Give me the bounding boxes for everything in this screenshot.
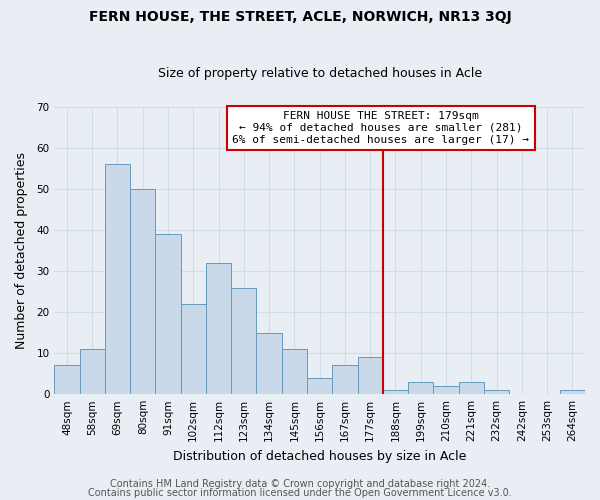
Bar <box>358 358 383 394</box>
X-axis label: Distribution of detached houses by size in Acle: Distribution of detached houses by size … <box>173 450 466 462</box>
Bar <box>307 378 332 394</box>
Bar <box>55 366 80 394</box>
Bar <box>105 164 130 394</box>
Text: Contains HM Land Registry data © Crown copyright and database right 2024.: Contains HM Land Registry data © Crown c… <box>110 479 490 489</box>
Bar <box>484 390 509 394</box>
Text: Contains public sector information licensed under the Open Government Licence v3: Contains public sector information licen… <box>88 488 512 498</box>
Bar <box>458 382 484 394</box>
Y-axis label: Number of detached properties: Number of detached properties <box>15 152 28 349</box>
Bar <box>408 382 433 394</box>
Bar <box>130 189 155 394</box>
Bar <box>181 304 206 394</box>
Bar <box>332 366 358 394</box>
Text: FERN HOUSE, THE STREET, ACLE, NORWICH, NR13 3QJ: FERN HOUSE, THE STREET, ACLE, NORWICH, N… <box>89 10 511 24</box>
Title: Size of property relative to detached houses in Acle: Size of property relative to detached ho… <box>158 66 482 80</box>
Bar <box>433 386 458 394</box>
Bar <box>282 349 307 394</box>
Bar <box>231 288 256 394</box>
Bar <box>206 263 231 394</box>
Bar <box>256 332 282 394</box>
Bar <box>383 390 408 394</box>
Bar <box>80 349 105 394</box>
Bar <box>155 234 181 394</box>
Text: FERN HOUSE THE STREET: 179sqm
← 94% of detached houses are smaller (281)
6% of s: FERN HOUSE THE STREET: 179sqm ← 94% of d… <box>232 112 529 144</box>
Bar <box>560 390 585 394</box>
